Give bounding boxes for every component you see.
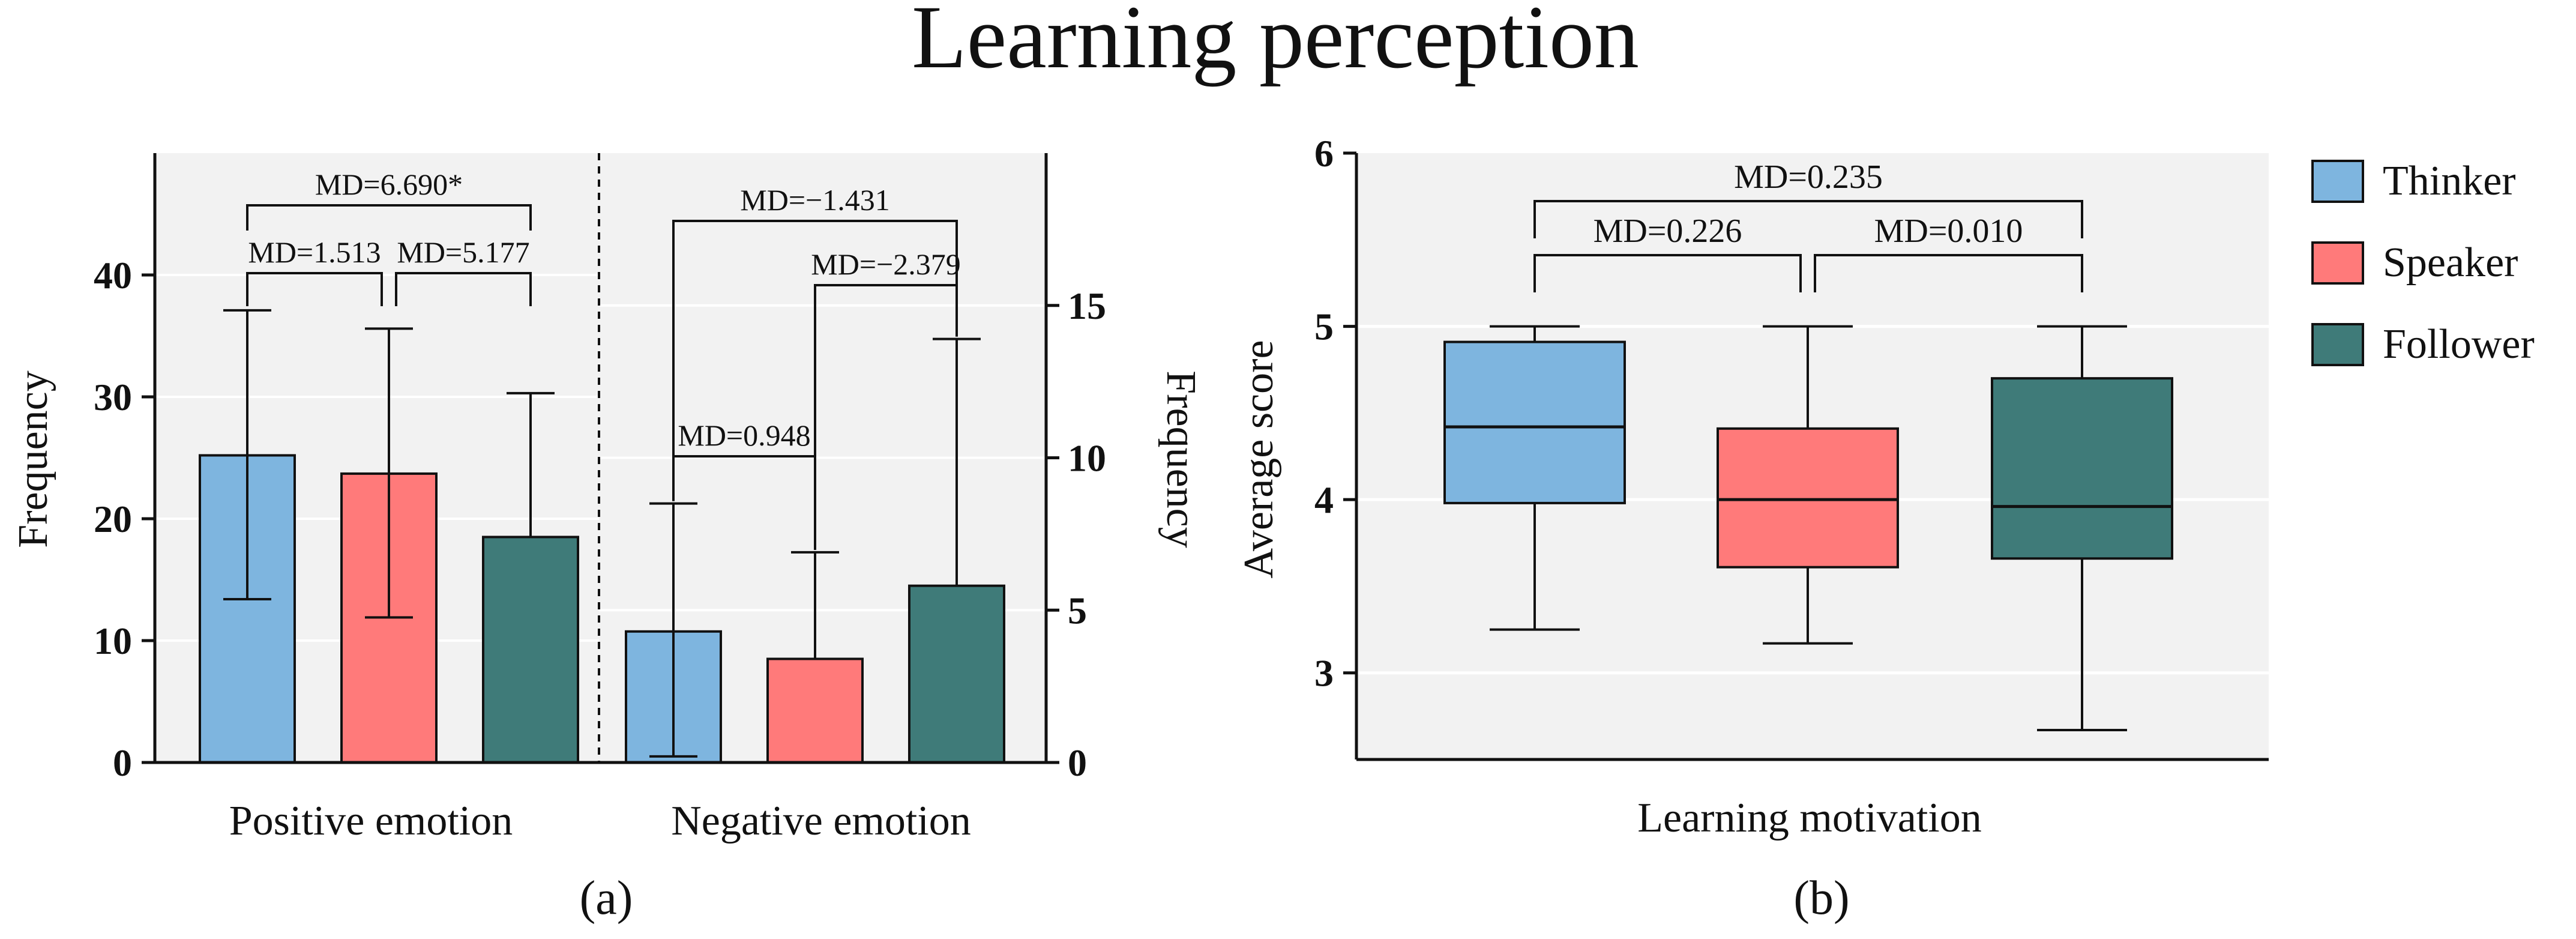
panel-b-boxes xyxy=(1443,325,2173,731)
legend: Thinker Speaker Follower xyxy=(2311,158,2535,367)
panel-a-right-tick-label: 10 xyxy=(1068,437,1106,480)
box-follower xyxy=(1991,377,2173,560)
bar-follower-positive xyxy=(482,536,579,764)
panel-a-right-tick-label: 5 xyxy=(1068,589,1087,632)
panel-a-annotations: MD=6.690* MD=1.513 MD=5.177 MD=−1.431 MD=−2.… xyxy=(246,168,961,550)
md-label: MD=6.690* xyxy=(315,168,463,201)
md-label: MD=0.235 xyxy=(1734,159,1883,196)
panel-b-caption: (b) xyxy=(1793,872,1849,925)
legend-swatch-follower xyxy=(2311,323,2364,366)
panel-a-left-tick-label: 0 xyxy=(113,741,132,784)
legend-swatch-speaker xyxy=(2311,241,2364,285)
panel-a-axes: 0 10 20 30 40 0 5 10 15 xyxy=(94,153,1106,784)
panel-b-xlabel: Learning motivation xyxy=(1637,795,1981,841)
md-bracket xyxy=(1533,200,2083,238)
panel-b-ylabel: Average score xyxy=(1236,340,1282,578)
bar-speaker-negative xyxy=(766,657,864,764)
md-bracket xyxy=(672,220,958,501)
md-bracket xyxy=(814,284,958,550)
md-label: MD=5.177 xyxy=(397,235,529,269)
md-label: MD=0.948 xyxy=(678,418,810,452)
panel-b-axes: 3 4 5 6 xyxy=(1314,132,2269,761)
md-label: MD=1.513 xyxy=(248,235,381,269)
panel-a-right-tick-label: 0 xyxy=(1068,741,1087,784)
legend-label-thinker: Thinker xyxy=(2383,158,2516,204)
panel-a-right-tick-label: 15 xyxy=(1068,285,1106,327)
panel-a-left-tick-label: 40 xyxy=(94,254,132,297)
panel-a-left-tick-label: 30 xyxy=(94,376,132,418)
panel-a-bars xyxy=(199,309,1005,764)
panel-a-caption: (a) xyxy=(580,872,633,925)
md-label: MD=−2.379 xyxy=(811,247,960,281)
panel-a-left-tick-label: 20 xyxy=(94,498,132,540)
panel-b-tick-label: 3 xyxy=(1314,652,1334,695)
panel-a-group-label-negative: Negative emotion xyxy=(671,798,971,844)
bar-follower-negative xyxy=(908,584,1005,764)
md-bracket xyxy=(246,204,532,231)
md-bracket xyxy=(246,272,383,306)
md-bracket xyxy=(1814,254,2083,292)
md-label: MD=0.226 xyxy=(1593,213,1742,250)
box-thinker xyxy=(1443,340,1626,504)
panel-a-right-ylabel: Frequency xyxy=(1158,370,1204,548)
md-bracket xyxy=(395,272,532,306)
md-label: MD=0.010 xyxy=(1874,213,2023,250)
md-bracket xyxy=(1533,254,1802,292)
panel-b-tick-label: 6 xyxy=(1314,132,1334,175)
panel-a-left-ylabel: Frequency xyxy=(10,370,56,548)
legend-label-speaker: Speaker xyxy=(2383,240,2518,286)
box-speaker xyxy=(1717,427,1899,569)
panel-a: 0 10 20 30 40 0 5 10 15 MD=6.690* MD=1.513 MD=5.17… xyxy=(10,153,1204,925)
legend-label-follower: Follower xyxy=(2383,321,2535,367)
legend-swatch-thinker xyxy=(2311,160,2364,203)
panel-b-annotations: MD=0.235 MD=0.226 MD=0.010 xyxy=(1533,159,2083,292)
panel-b: 3 4 5 6 MD=0.235 MD=0.226 MD=0.010 Average sc… xyxy=(1236,132,2269,925)
md-bracket xyxy=(672,455,816,550)
panel-b-tick-label: 4 xyxy=(1314,479,1334,521)
panel-a-left-tick-label: 10 xyxy=(94,620,132,662)
panel-b-tick-label: 5 xyxy=(1314,306,1334,348)
figure-title: Learning perception xyxy=(912,0,1639,87)
md-label: MD=−1.431 xyxy=(740,183,889,217)
panel-a-group-label-positive: Positive emotion xyxy=(229,798,513,844)
